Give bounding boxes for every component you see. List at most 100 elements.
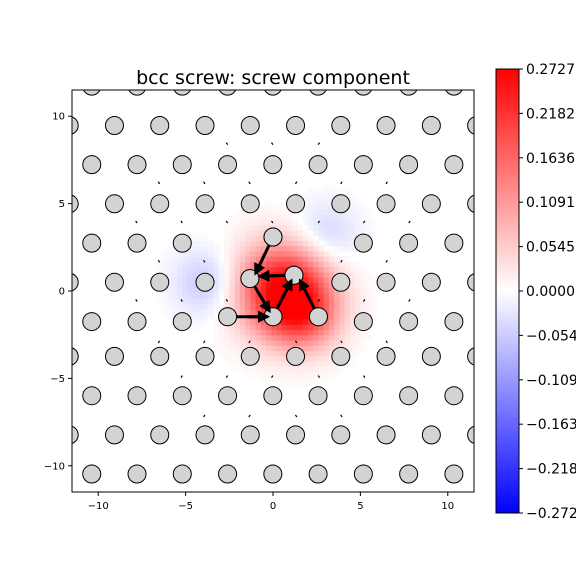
field-cell xyxy=(370,282,377,289)
atom-marker xyxy=(421,346,441,366)
field-cell xyxy=(302,229,309,236)
field-cell xyxy=(266,203,272,210)
atom-marker xyxy=(399,90,418,96)
field-cell xyxy=(171,297,178,304)
field-cell xyxy=(276,219,283,226)
field-cell xyxy=(224,224,230,231)
colorbar-tick-label: −0.1636 xyxy=(526,417,576,433)
field-cell xyxy=(255,235,262,241)
field-cell xyxy=(192,261,199,268)
field-cell xyxy=(271,355,278,362)
field-cell xyxy=(334,229,341,236)
field-cell xyxy=(197,324,204,331)
field-cell xyxy=(370,235,377,241)
atom-marker xyxy=(376,272,396,292)
field-cell xyxy=(334,187,341,194)
field-cell xyxy=(176,261,183,268)
field-cell xyxy=(187,271,194,278)
field-cell xyxy=(224,245,230,252)
field-cell xyxy=(323,229,330,236)
field-cell xyxy=(239,334,246,341)
field-cell xyxy=(328,208,335,215)
field-cell xyxy=(307,303,314,310)
field-cell xyxy=(224,261,230,268)
small-displacement-marker xyxy=(317,142,321,146)
small-displacement-marker xyxy=(135,220,138,224)
field-cell xyxy=(260,208,267,215)
field-cell xyxy=(297,324,304,331)
field-cell xyxy=(245,329,251,336)
field-cell xyxy=(344,329,351,336)
field-cell xyxy=(239,318,246,325)
field-cell xyxy=(349,245,356,252)
field-cell xyxy=(328,360,335,367)
small-displacement-marker xyxy=(408,220,411,224)
field-cell xyxy=(250,229,257,236)
field-cell xyxy=(271,329,278,336)
field-cell xyxy=(302,266,309,273)
field-cell xyxy=(370,224,377,231)
field-cell xyxy=(171,303,178,310)
field-cell xyxy=(276,350,283,357)
field-cell xyxy=(307,208,314,215)
atom-marker xyxy=(218,90,237,96)
field-cell xyxy=(360,287,367,294)
field-cell xyxy=(208,303,215,310)
field-cell xyxy=(208,266,215,273)
field-cell xyxy=(281,366,288,372)
field-cell xyxy=(166,297,173,304)
field-cell xyxy=(234,219,241,226)
field-cell xyxy=(213,292,220,299)
field-cell xyxy=(365,277,372,283)
atom-marker xyxy=(127,233,147,253)
field-cell xyxy=(307,187,314,194)
field-cell xyxy=(218,324,225,331)
field-cell xyxy=(349,229,356,236)
small-displacement-marker xyxy=(317,375,321,379)
field-cell xyxy=(313,261,320,268)
field-cell xyxy=(334,219,341,226)
field-cell xyxy=(234,318,241,325)
field-cell xyxy=(292,324,299,331)
atom-marker xyxy=(331,272,351,292)
field-cell xyxy=(307,245,314,252)
field-cell xyxy=(239,219,246,226)
field-cell xyxy=(250,250,257,257)
atom-marker xyxy=(127,312,147,332)
field-cell xyxy=(234,261,241,268)
field-cell xyxy=(365,329,372,336)
field-cell xyxy=(328,292,335,299)
field-cell xyxy=(213,266,220,273)
field-cell xyxy=(250,245,257,252)
displacement-arrow-head xyxy=(254,254,266,276)
field-cell xyxy=(328,182,335,189)
field-cell xyxy=(349,329,356,336)
atom-marker xyxy=(421,115,441,135)
field-cell xyxy=(360,208,367,215)
field-cell xyxy=(307,355,314,362)
field-cell xyxy=(318,229,325,236)
field-cell xyxy=(344,339,351,346)
atom-marker xyxy=(82,155,102,175)
field-cell xyxy=(250,287,257,294)
atom-marker xyxy=(150,425,170,445)
field-cell xyxy=(323,360,330,367)
field-cell xyxy=(245,250,251,257)
chart-title: bcc screw: screw component xyxy=(136,67,410,89)
field-cell xyxy=(260,287,267,294)
colorbar-tick-label: 0.1636 xyxy=(526,151,575,167)
field-cell xyxy=(239,224,246,231)
atom-marker xyxy=(240,346,260,366)
field-cell xyxy=(260,282,267,289)
field-cell xyxy=(224,240,230,247)
field-cell xyxy=(281,224,288,231)
field-cell xyxy=(297,376,304,383)
field-cell xyxy=(187,324,194,331)
field-cell xyxy=(297,329,304,336)
field-cell xyxy=(313,303,320,310)
field-cell xyxy=(307,193,314,199)
field-cell xyxy=(286,250,293,257)
field-cell xyxy=(334,313,341,320)
field-cell xyxy=(313,376,320,383)
field-cell xyxy=(349,271,356,278)
